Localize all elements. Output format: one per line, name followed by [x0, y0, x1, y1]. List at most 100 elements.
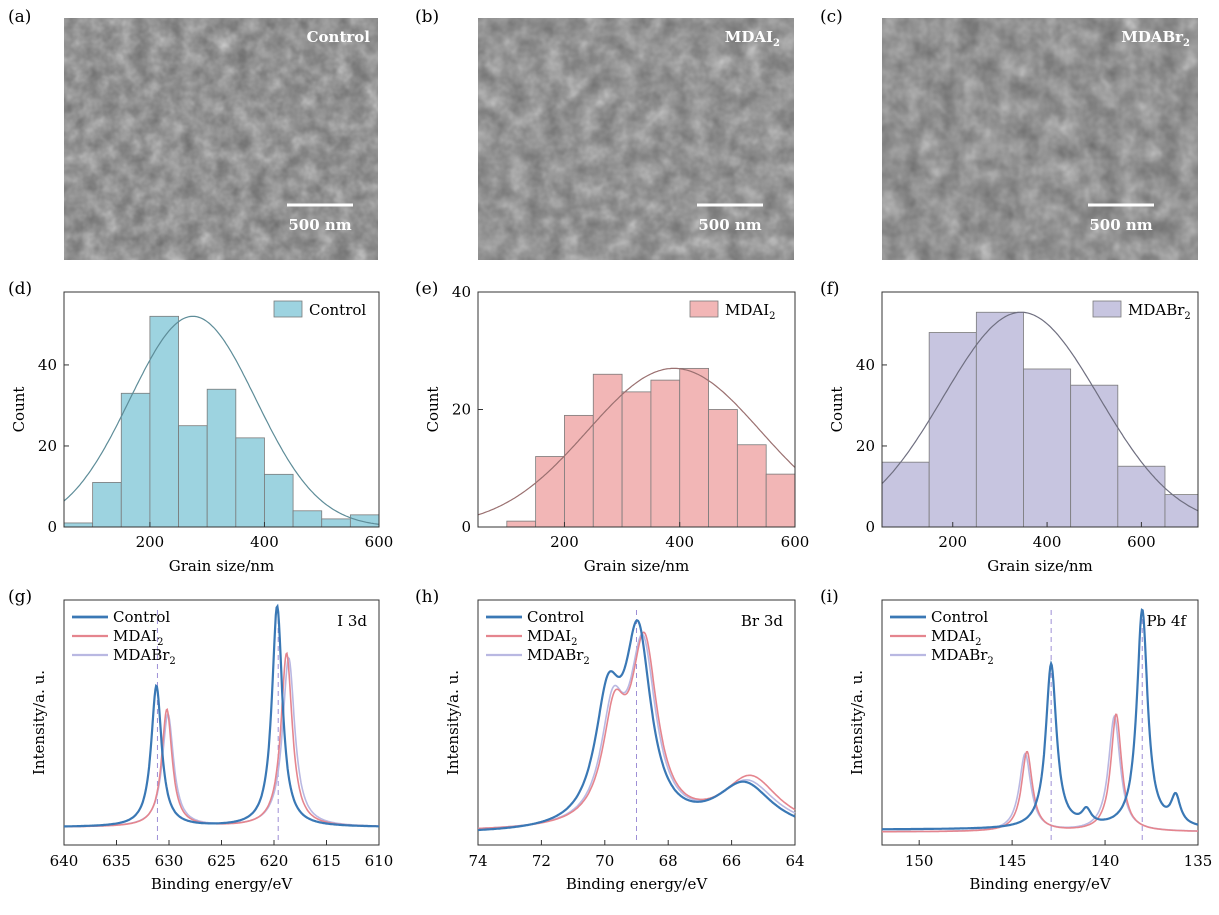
x-tick-label: 630: [155, 852, 184, 870]
legend-label: MDAI2: [527, 627, 578, 648]
histogram-bar: [1023, 368, 1072, 528]
x-tick-label: 620: [260, 852, 289, 870]
histogram-bar: [564, 414, 594, 528]
legend-label: MDAI2: [113, 627, 164, 648]
x-tick-label: 72: [532, 852, 551, 870]
chart-d: (d) 200 400 600 0 20 40 Grain size/nm Count Contr…: [8, 279, 393, 575]
plot-frame: [477, 599, 796, 846]
histogram-bar: [650, 379, 681, 528]
chart-i: (i) 150 145 140 135 Binding energy/eV Intensit…: [820, 587, 1212, 893]
histogram-bar: [975, 311, 1024, 528]
histogram-bar: [206, 388, 237, 528]
y-tick-label: 40: [38, 356, 57, 374]
x-tick-label: 600: [365, 533, 394, 551]
y-tick-label: 0: [461, 518, 471, 536]
x-tick-label: 200: [550, 533, 579, 551]
legend-swatch: [689, 300, 719, 318]
histogram-bar: [178, 425, 208, 528]
element-annotation: Br 3d: [741, 612, 784, 630]
histogram-bar: [928, 332, 977, 528]
chart-f: (f) 200 400 600 0 20 40 Grain size/nm Count MDABr…: [820, 279, 1199, 575]
x-tick-label: 145: [998, 852, 1027, 870]
sem-panel-b: (b) MDAI2 500 nm: [415, 7, 794, 260]
histogram-bar: [736, 444, 767, 528]
x-tick-label: 66: [722, 852, 741, 870]
x-tick-label: 640: [50, 852, 79, 870]
scale-text-b: 500 nm: [698, 216, 761, 234]
sem-texture-b: [478, 18, 794, 260]
histogram-bar: [679, 367, 709, 528]
sem-texture-c: [882, 18, 1198, 260]
x-tick-label: 64: [785, 852, 804, 870]
y-tick-label: 20: [38, 437, 57, 455]
panel-letter-e: (e): [415, 279, 438, 299]
histogram-bar: [321, 518, 351, 528]
y-axis-label: Intensity/a. u.: [848, 670, 866, 775]
x-tick-label: 610: [365, 852, 394, 870]
fit-curve: [477, 367, 796, 516]
sem-texture-a: [64, 18, 378, 260]
series-line: [882, 608, 1199, 831]
y-tick-label: 40: [452, 283, 471, 301]
plot-frame: [63, 599, 380, 846]
y-axis-label: Count: [424, 387, 442, 433]
panel-letter-f: (f): [820, 279, 840, 299]
x-tick-label: 68: [659, 852, 678, 870]
legend-label: Control: [309, 301, 366, 319]
legend-label: MDAI2: [931, 627, 982, 648]
histogram-bar: [264, 473, 294, 528]
y-axis-label: Intensity/a. u.: [30, 670, 48, 775]
fit-curve: [881, 311, 1199, 512]
legend-label: Control: [527, 608, 584, 626]
histogram-bar: [765, 473, 796, 528]
panel-letter-b: (b): [415, 7, 439, 27]
panel-letter-h: (h): [415, 587, 439, 607]
x-tick-label: 625: [207, 852, 236, 870]
histogram-bar: [535, 456, 565, 528]
panel-letter-a: (a): [8, 7, 31, 27]
x-axis-label: Grain size/nm: [584, 557, 690, 575]
histogram-bar: [592, 373, 623, 528]
x-tick-label: 150: [905, 852, 934, 870]
panel-letter-c: (c): [820, 7, 843, 27]
histogram-bar: [1117, 465, 1166, 528]
scale-text-c: 500 nm: [1089, 216, 1152, 234]
panel-letter-d: (d): [8, 279, 32, 299]
y-tick-label: 20: [452, 401, 471, 419]
y-tick-label: 40: [856, 356, 875, 374]
histogram-bar: [235, 437, 265, 528]
x-axis-label: Grain size/nm: [169, 557, 275, 575]
x-axis-label: Binding energy/eV: [969, 875, 1112, 893]
legend-swatch: [273, 300, 303, 318]
y-tick-label: 0: [865, 518, 875, 536]
series-line: [64, 603, 379, 828]
histogram-bar: [506, 520, 537, 528]
histogram-bar: [621, 391, 652, 528]
legend-label: MDABr2: [1128, 301, 1191, 322]
histogram-bar: [1070, 384, 1119, 528]
x-axis-label: Binding energy/eV: [151, 875, 294, 893]
plot-frame: [881, 291, 1199, 528]
panel-letter-g: (g): [8, 587, 32, 607]
histogram-bar: [149, 315, 179, 528]
histogram-bar: [63, 522, 94, 528]
x-tick-label: 200: [136, 533, 165, 551]
chart-h: (h) 74 72 70 68 66 64 Binding energy/eV Intensit…: [415, 587, 805, 893]
sem-label-c: MDABr2: [1121, 28, 1190, 49]
histogram-bar: [881, 461, 930, 528]
x-tick-label: 70: [595, 852, 614, 870]
sem-label-b: MDAI2: [725, 28, 780, 49]
series-line: [478, 619, 796, 832]
chart-e: (e) 200 400 600 0 20 40 Grain size/nm Count MDAI2: [415, 279, 809, 575]
x-tick-label: 400: [665, 533, 694, 551]
scale-text-a: 500 nm: [288, 216, 351, 234]
plot-frame: [63, 291, 380, 528]
sem-panel-c: (c) MDABr2 500 nm: [820, 7, 1198, 260]
y-axis-label: Count: [10, 387, 28, 433]
x-tick-label: 600: [1127, 533, 1156, 551]
legend-swatch: [1092, 300, 1122, 318]
histogram-bar: [349, 514, 380, 528]
legend-label: MDABr2: [113, 646, 176, 667]
sem-label-a: Control: [307, 28, 371, 46]
